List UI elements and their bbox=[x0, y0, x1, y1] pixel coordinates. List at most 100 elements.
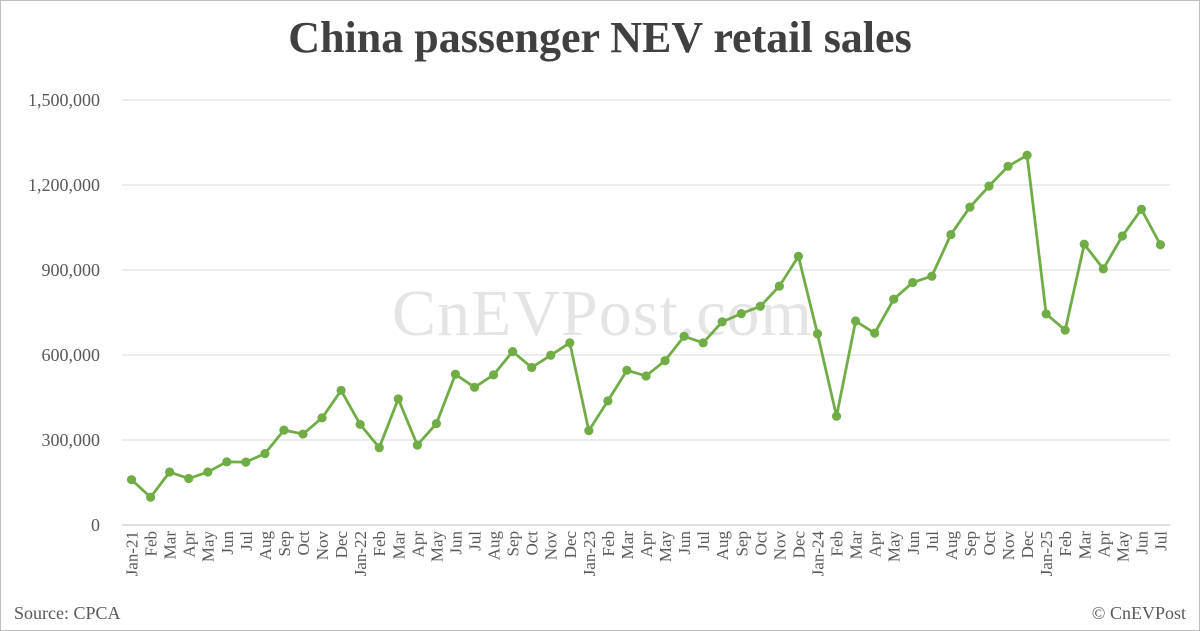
x-tick-label: Jul bbox=[237, 531, 256, 551]
data-point bbox=[660, 356, 670, 366]
y-tick-label: 300,000 bbox=[42, 430, 101, 450]
data-point bbox=[1155, 240, 1166, 250]
x-tick-label: Oct bbox=[294, 531, 313, 556]
x-tick-label: Mar bbox=[618, 531, 637, 560]
data-point bbox=[1079, 239, 1089, 249]
data-point bbox=[793, 251, 804, 261]
data-point bbox=[736, 309, 746, 319]
x-tick-label: Jun bbox=[218, 531, 237, 555]
x-tick-label: Jan-23 bbox=[580, 531, 599, 576]
x-tick-label: Nov bbox=[313, 531, 332, 561]
series-line bbox=[130, 153, 1162, 499]
x-tick-label: Feb bbox=[1056, 531, 1075, 557]
x-tick-label: Dec bbox=[1018, 531, 1037, 559]
x-tick-label: Jul bbox=[694, 531, 713, 551]
data-point bbox=[1098, 264, 1108, 274]
x-tick-label: Feb bbox=[828, 531, 847, 557]
data-point bbox=[1022, 150, 1032, 160]
data-point bbox=[1041, 309, 1051, 319]
x-tick-label: Dec bbox=[561, 531, 580, 559]
y-tick-label: 1,200,000 bbox=[28, 175, 100, 195]
x-tick-label: Dec bbox=[332, 531, 351, 559]
data-point bbox=[584, 426, 594, 436]
x-tick-label: Jul bbox=[923, 531, 942, 551]
x-tick-label: Aug bbox=[713, 531, 732, 561]
x-tick-label: Sep bbox=[961, 531, 980, 557]
data-point bbox=[1060, 325, 1070, 335]
x-tick-label: Feb bbox=[370, 531, 389, 557]
y-tick-label: 0 bbox=[91, 515, 100, 535]
x-tick-label: Feb bbox=[142, 531, 161, 557]
x-tick-label: Mar bbox=[847, 531, 866, 560]
x-tick-label: May bbox=[427, 531, 446, 563]
gridlines bbox=[122, 99, 1170, 526]
data-point bbox=[527, 362, 537, 373]
x-tick-label: Mar bbox=[161, 531, 180, 560]
x-tick-label: Oct bbox=[523, 531, 542, 556]
data-point bbox=[1117, 231, 1127, 241]
data-point bbox=[241, 457, 251, 467]
x-tick-label: Apr bbox=[866, 531, 885, 558]
y-tick-label: 600,000 bbox=[42, 345, 101, 365]
data-point bbox=[279, 425, 289, 435]
x-tick-label: Aug bbox=[485, 531, 504, 561]
y-axis-labels: 0 300,000 600,000 900,000 1,200,000 1,500,000 bbox=[28, 90, 100, 535]
data-point bbox=[469, 382, 480, 392]
x-tick-label: Jun bbox=[446, 531, 465, 555]
data-point bbox=[222, 457, 232, 467]
x-tick-label: Jan-25 bbox=[1037, 531, 1056, 576]
data-point bbox=[336, 385, 346, 396]
x-tick-label: Jan-24 bbox=[808, 531, 827, 577]
data-point bbox=[1003, 161, 1013, 171]
x-tick-label: May bbox=[1113, 531, 1132, 563]
data-point bbox=[546, 350, 556, 360]
data-point bbox=[126, 475, 137, 485]
data-point bbox=[508, 347, 518, 357]
x-tick-label: May bbox=[656, 531, 675, 563]
data-point bbox=[622, 365, 632, 375]
x-tick-label: Sep bbox=[504, 531, 523, 557]
data-point bbox=[355, 419, 365, 430]
x-tick-label: Jul bbox=[466, 531, 485, 551]
data-point bbox=[431, 418, 441, 429]
data-point bbox=[717, 317, 727, 327]
x-tick-label: May bbox=[199, 531, 218, 563]
copyright-note: © CnEVPost bbox=[1091, 603, 1186, 623]
data-points bbox=[126, 150, 1166, 502]
data-point bbox=[603, 396, 613, 406]
x-tick-label: Apr bbox=[408, 531, 427, 558]
x-tick-label: Jan-21 bbox=[123, 531, 142, 576]
x-tick-label: May bbox=[885, 531, 904, 563]
data-point bbox=[393, 394, 403, 404]
data-point bbox=[908, 277, 918, 288]
data-point bbox=[927, 271, 937, 281]
data-point bbox=[641, 371, 651, 381]
x-tick-label: Mar bbox=[389, 531, 408, 560]
x-tick-label: Aug bbox=[256, 531, 275, 561]
data-point bbox=[965, 202, 975, 212]
data-point bbox=[450, 369, 461, 379]
data-point bbox=[165, 467, 175, 477]
data-point bbox=[298, 429, 308, 439]
x-tick-label: Oct bbox=[980, 531, 999, 556]
data-point bbox=[412, 440, 422, 450]
data-point bbox=[565, 338, 575, 348]
data-point bbox=[1136, 204, 1147, 214]
data-point bbox=[755, 301, 765, 311]
x-tick-label: Jan-22 bbox=[351, 531, 370, 576]
data-point bbox=[374, 443, 384, 453]
x-tick-label: Oct bbox=[751, 531, 770, 556]
data-point bbox=[870, 328, 880, 338]
data-point bbox=[488, 370, 499, 380]
x-tick-label: Dec bbox=[789, 531, 808, 559]
x-tick-label: Sep bbox=[275, 531, 294, 557]
data-point bbox=[698, 338, 708, 348]
data-point bbox=[889, 294, 899, 304]
x-tick-label: Jul bbox=[1151, 531, 1170, 551]
x-tick-label: Sep bbox=[732, 531, 751, 557]
data-point bbox=[679, 331, 689, 341]
x-tick-label: Jun bbox=[675, 531, 694, 555]
x-tick-label: Apr bbox=[1094, 531, 1113, 558]
x-tick-label: Nov bbox=[770, 531, 789, 561]
